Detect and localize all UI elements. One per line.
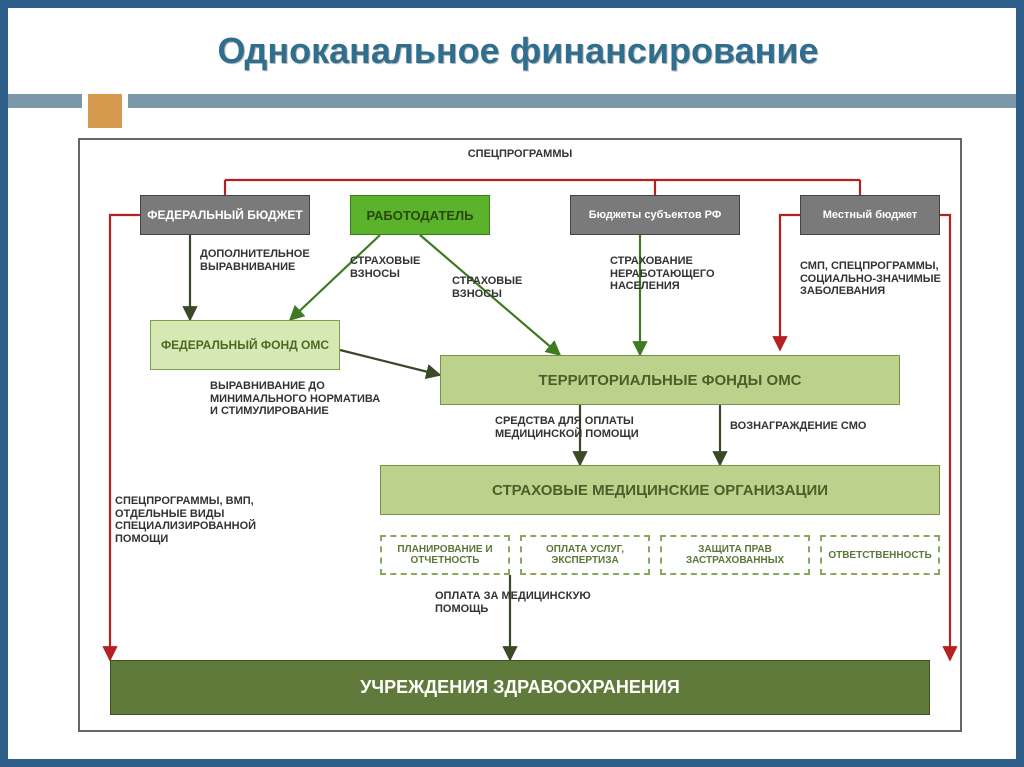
node-fed_fond: ФЕДЕРАЛЬНЫЙ ФОНД ОМС <box>150 320 340 370</box>
label-ins_contr1: СТРАХОВЫЕ ВЗНОСЫ <box>350 255 440 280</box>
node-terr_fond: ТЕРРИТОРИАЛЬНЫЕ ФОНДЫ ОМС <box>440 355 900 405</box>
node-local_budget: Местный бюджет <box>800 195 940 235</box>
node-fed_budget: ФЕДЕРАЛЬНЫЙ БЮДЖЕТ <box>140 195 310 235</box>
node-smo: СТРАХОВЫЕ МЕДИЦИНСКИЕ ОРГАНИЗАЦИИ <box>380 465 940 515</box>
dashed-item-2: ЗАЩИТА ПРАВ ЗАСТРАХОВАННЫХ <box>660 535 810 575</box>
label-ins_contr2: СТРАХОВЫЕ ВЗНОСЫ <box>452 275 542 300</box>
node-employer: РАБОТОДАТЕЛЬ <box>350 195 490 235</box>
dashed-item-0: ПЛАНИРОВАНИЕ И ОТЧЕТНОСТЬ <box>380 535 510 575</box>
spec-top-label: СПЕЦПРОГРАММЫ <box>80 148 960 161</box>
diagram-frame: СПЕЦПРОГРАММЫ ФЕДЕРАЛЬНЫЙ БЮДЖЕТ РАБОТОДА… <box>78 138 962 732</box>
label-align_min: ВЫРАВНИВАНИЕ ДО МИНИМАЛЬНОГО НОРМАТИВА И… <box>210 380 390 418</box>
label-ins_nonwork: СТРАХОВАНИЕ НЕРАБОТАЮЩЕГО НАСЕЛЕНИЯ <box>610 255 770 293</box>
accent-bar-right <box>128 94 1016 108</box>
label-spec_vmp: СПЕЦПРОГРАММЫ, ВМП, ОТДЕЛЬНЫЕ ВИДЫ СПЕЦИ… <box>115 495 295 546</box>
slide: Одноканальное финансирование СПЕЦПРОГРАМ… <box>8 8 1016 759</box>
label-add_align: ДОПОЛНИТЕЛЬНОЕ ВЫРАВНИВАНИЕ <box>200 248 360 273</box>
dashed-item-1: ОПЛАТА УСЛУГ, ЭКСПЕРТИЗА <box>520 535 650 575</box>
label-pay_for_help: ОПЛАТА ЗА МЕДИЦИНСКУЮ ПОМОЩЬ <box>435 590 595 615</box>
page-title: Одноканальное финансирование <box>78 30 958 72</box>
node-subj_budget: Бюджеты субъектов РФ <box>570 195 740 235</box>
label-pay_medhelp: СРЕДСТВА ДЛЯ ОПЛАТЫ МЕДИЦИНСКОЙ ПОМОЩИ <box>495 415 675 440</box>
label-reward_smo: ВОЗНАГРАЖДЕНИЕ СМО <box>730 420 900 433</box>
label-smp: СМП, СПЕЦПРОГРАММЫ, СОЦИАЛЬНО-ЗНАЧИМЫЕ З… <box>800 260 950 298</box>
node-health: УЧРЕЖДЕНИЯ ЗДРАВООХРАНЕНИЯ <box>110 660 930 715</box>
dashed-item-3: ОТВЕТСТВЕННОСТЬ <box>820 535 940 575</box>
accent-bar-left <box>8 94 82 108</box>
accent-square <box>88 94 122 128</box>
